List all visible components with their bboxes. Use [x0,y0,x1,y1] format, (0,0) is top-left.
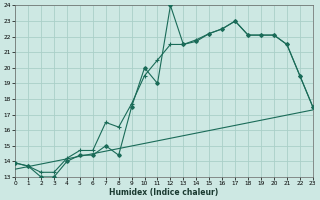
X-axis label: Humidex (Indice chaleur): Humidex (Indice chaleur) [109,188,219,197]
